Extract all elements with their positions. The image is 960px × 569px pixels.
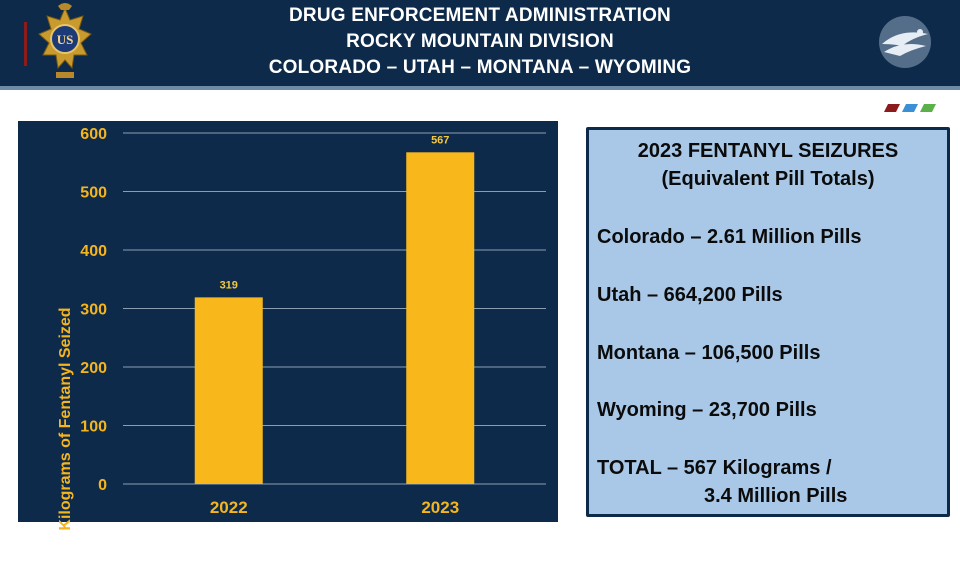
swatch-blue	[902, 104, 918, 112]
header-divider	[0, 86, 960, 90]
x-tick-label: 2023	[421, 498, 459, 517]
data-label: 567	[431, 134, 449, 146]
y-tick-label: 600	[80, 126, 107, 143]
x-tick-label: 2022	[210, 498, 248, 517]
header-line-3: COLORADO – UTAH – MONTANA – WYOMING	[268, 57, 692, 78]
color-swatches-icon	[884, 104, 936, 112]
bar-chart: 0 100 200 300 400 500 600 319 2022 567 2023	[80, 126, 546, 517]
swatch-green	[920, 104, 936, 112]
info-item-colorado: Colorado – 2.61 Million Pills	[597, 226, 862, 248]
y-tick-label: 500	[80, 185, 107, 202]
y-tick-label: 0	[98, 477, 107, 494]
bar	[194, 297, 263, 484]
info-item-wyoming: Wyoming – 23,700 Pills	[597, 399, 817, 421]
bar	[406, 152, 475, 484]
dea-badge-icon: US	[38, 3, 92, 78]
info-total-line-1: TOTAL – 567 Kilograms /	[597, 457, 832, 479]
swatch-red	[884, 104, 900, 112]
eagle-logo-icon	[879, 16, 931, 68]
header-line-2: ROCKY MOUNTAIN DIVISION	[346, 31, 614, 52]
data-label: 319	[220, 279, 238, 291]
info-item-utah: Utah – 664,200 Pills	[597, 284, 783, 306]
y-axis-title: Kilograms of Fentanyl Seized	[57, 307, 74, 531]
y-tick-label: 300	[80, 302, 107, 319]
badge-us-text: US	[57, 32, 74, 47]
info-subtitle: (Equivalent Pill Totals)	[661, 168, 875, 190]
y-tick-label: 400	[80, 243, 107, 260]
info-title: 2023 FENTANYL SEIZURES	[637, 140, 899, 162]
red-accent-bar	[24, 22, 27, 66]
chart-panel: 0 100 200 300 400 500 600 319 2022 567 2023 Kilogr…	[18, 121, 558, 531]
header-line-1: DRUG ENFORCEMENT ADMINISTRATION	[289, 5, 671, 26]
info-item-montana: Montana – 106,500 Pills	[597, 342, 821, 364]
info-total-line-2: 3.4 Million Pills	[704, 485, 848, 507]
y-tick-label: 100	[80, 419, 107, 436]
seizures-info-box: 2023 FENTANYL SEIZURES (Equivalent Pill …	[586, 127, 950, 517]
header-banner: US DRUG ENFORCEMENT ADMINISTRATION ROCKY…	[0, 0, 960, 86]
y-tick-label: 200	[80, 360, 107, 377]
